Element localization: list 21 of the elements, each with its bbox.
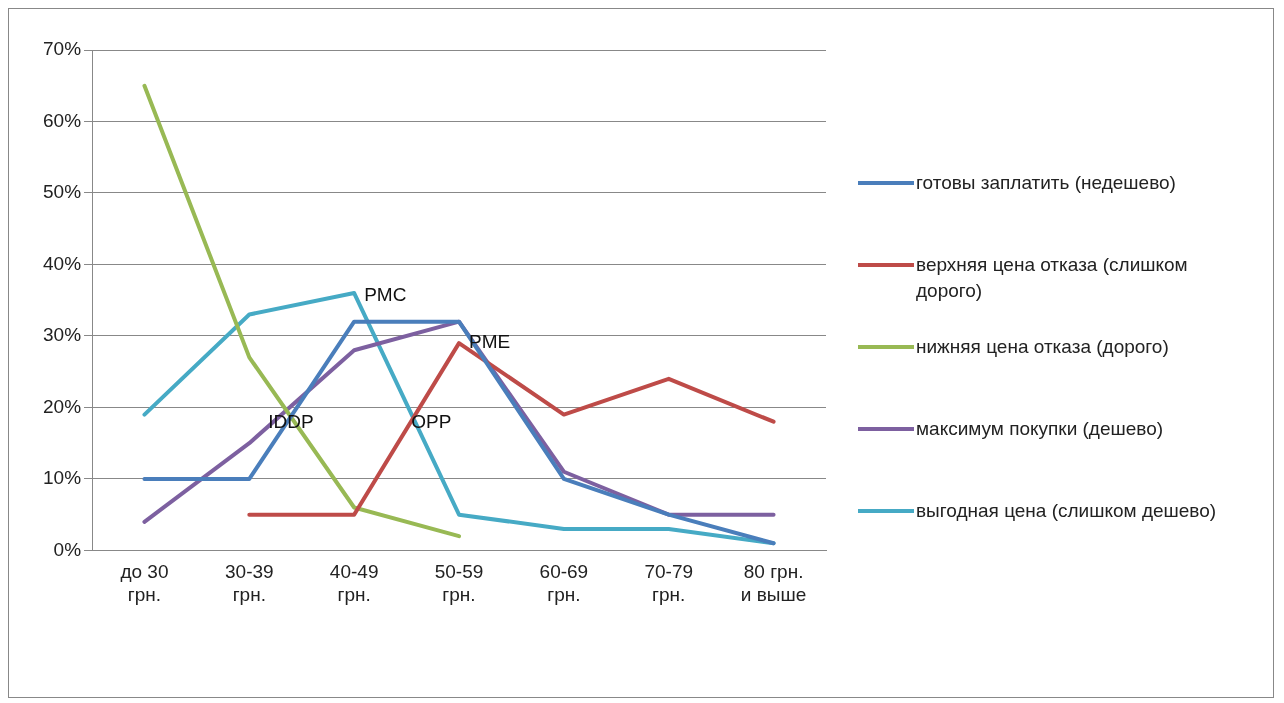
y-tick-label: 10% <box>43 467 82 489</box>
x-tick-label: 30-39 грн. <box>225 561 274 605</box>
y-tick-label: 0% <box>53 538 82 560</box>
y-tick-label: 60% <box>43 109 82 131</box>
y-tick-label: 40% <box>43 252 82 274</box>
x-tick-label: 80 грн. и выше <box>740 561 807 605</box>
legend-label: нижняя цена отказа (дорого) <box>916 335 1169 359</box>
legend-label: максимум покупки (дешево) <box>916 417 1164 441</box>
y-tick-label: 20% <box>43 395 82 417</box>
legend-label: готовы заплатить (недешево) <box>916 171 1176 195</box>
x-tick-label: 70-79 грн. <box>644 561 694 605</box>
legend-label: выгодная цена (слишком дешево) <box>916 499 1217 523</box>
annotation: PMC <box>364 284 407 306</box>
legend-label: верхняя цена отказа (слишком дорого) <box>916 253 1189 303</box>
y-tick-label: 70% <box>43 38 82 60</box>
x-tick-label: 50-59 грн. <box>434 561 484 605</box>
x-tick-label: 40-49 грн. <box>329 561 379 605</box>
y-tick-label: 30% <box>43 324 82 346</box>
x-tick-label: 60-69 грн. <box>539 561 589 605</box>
x-tick-label: до 30 грн. <box>120 561 169 605</box>
y-tick-label: 50% <box>43 181 82 203</box>
